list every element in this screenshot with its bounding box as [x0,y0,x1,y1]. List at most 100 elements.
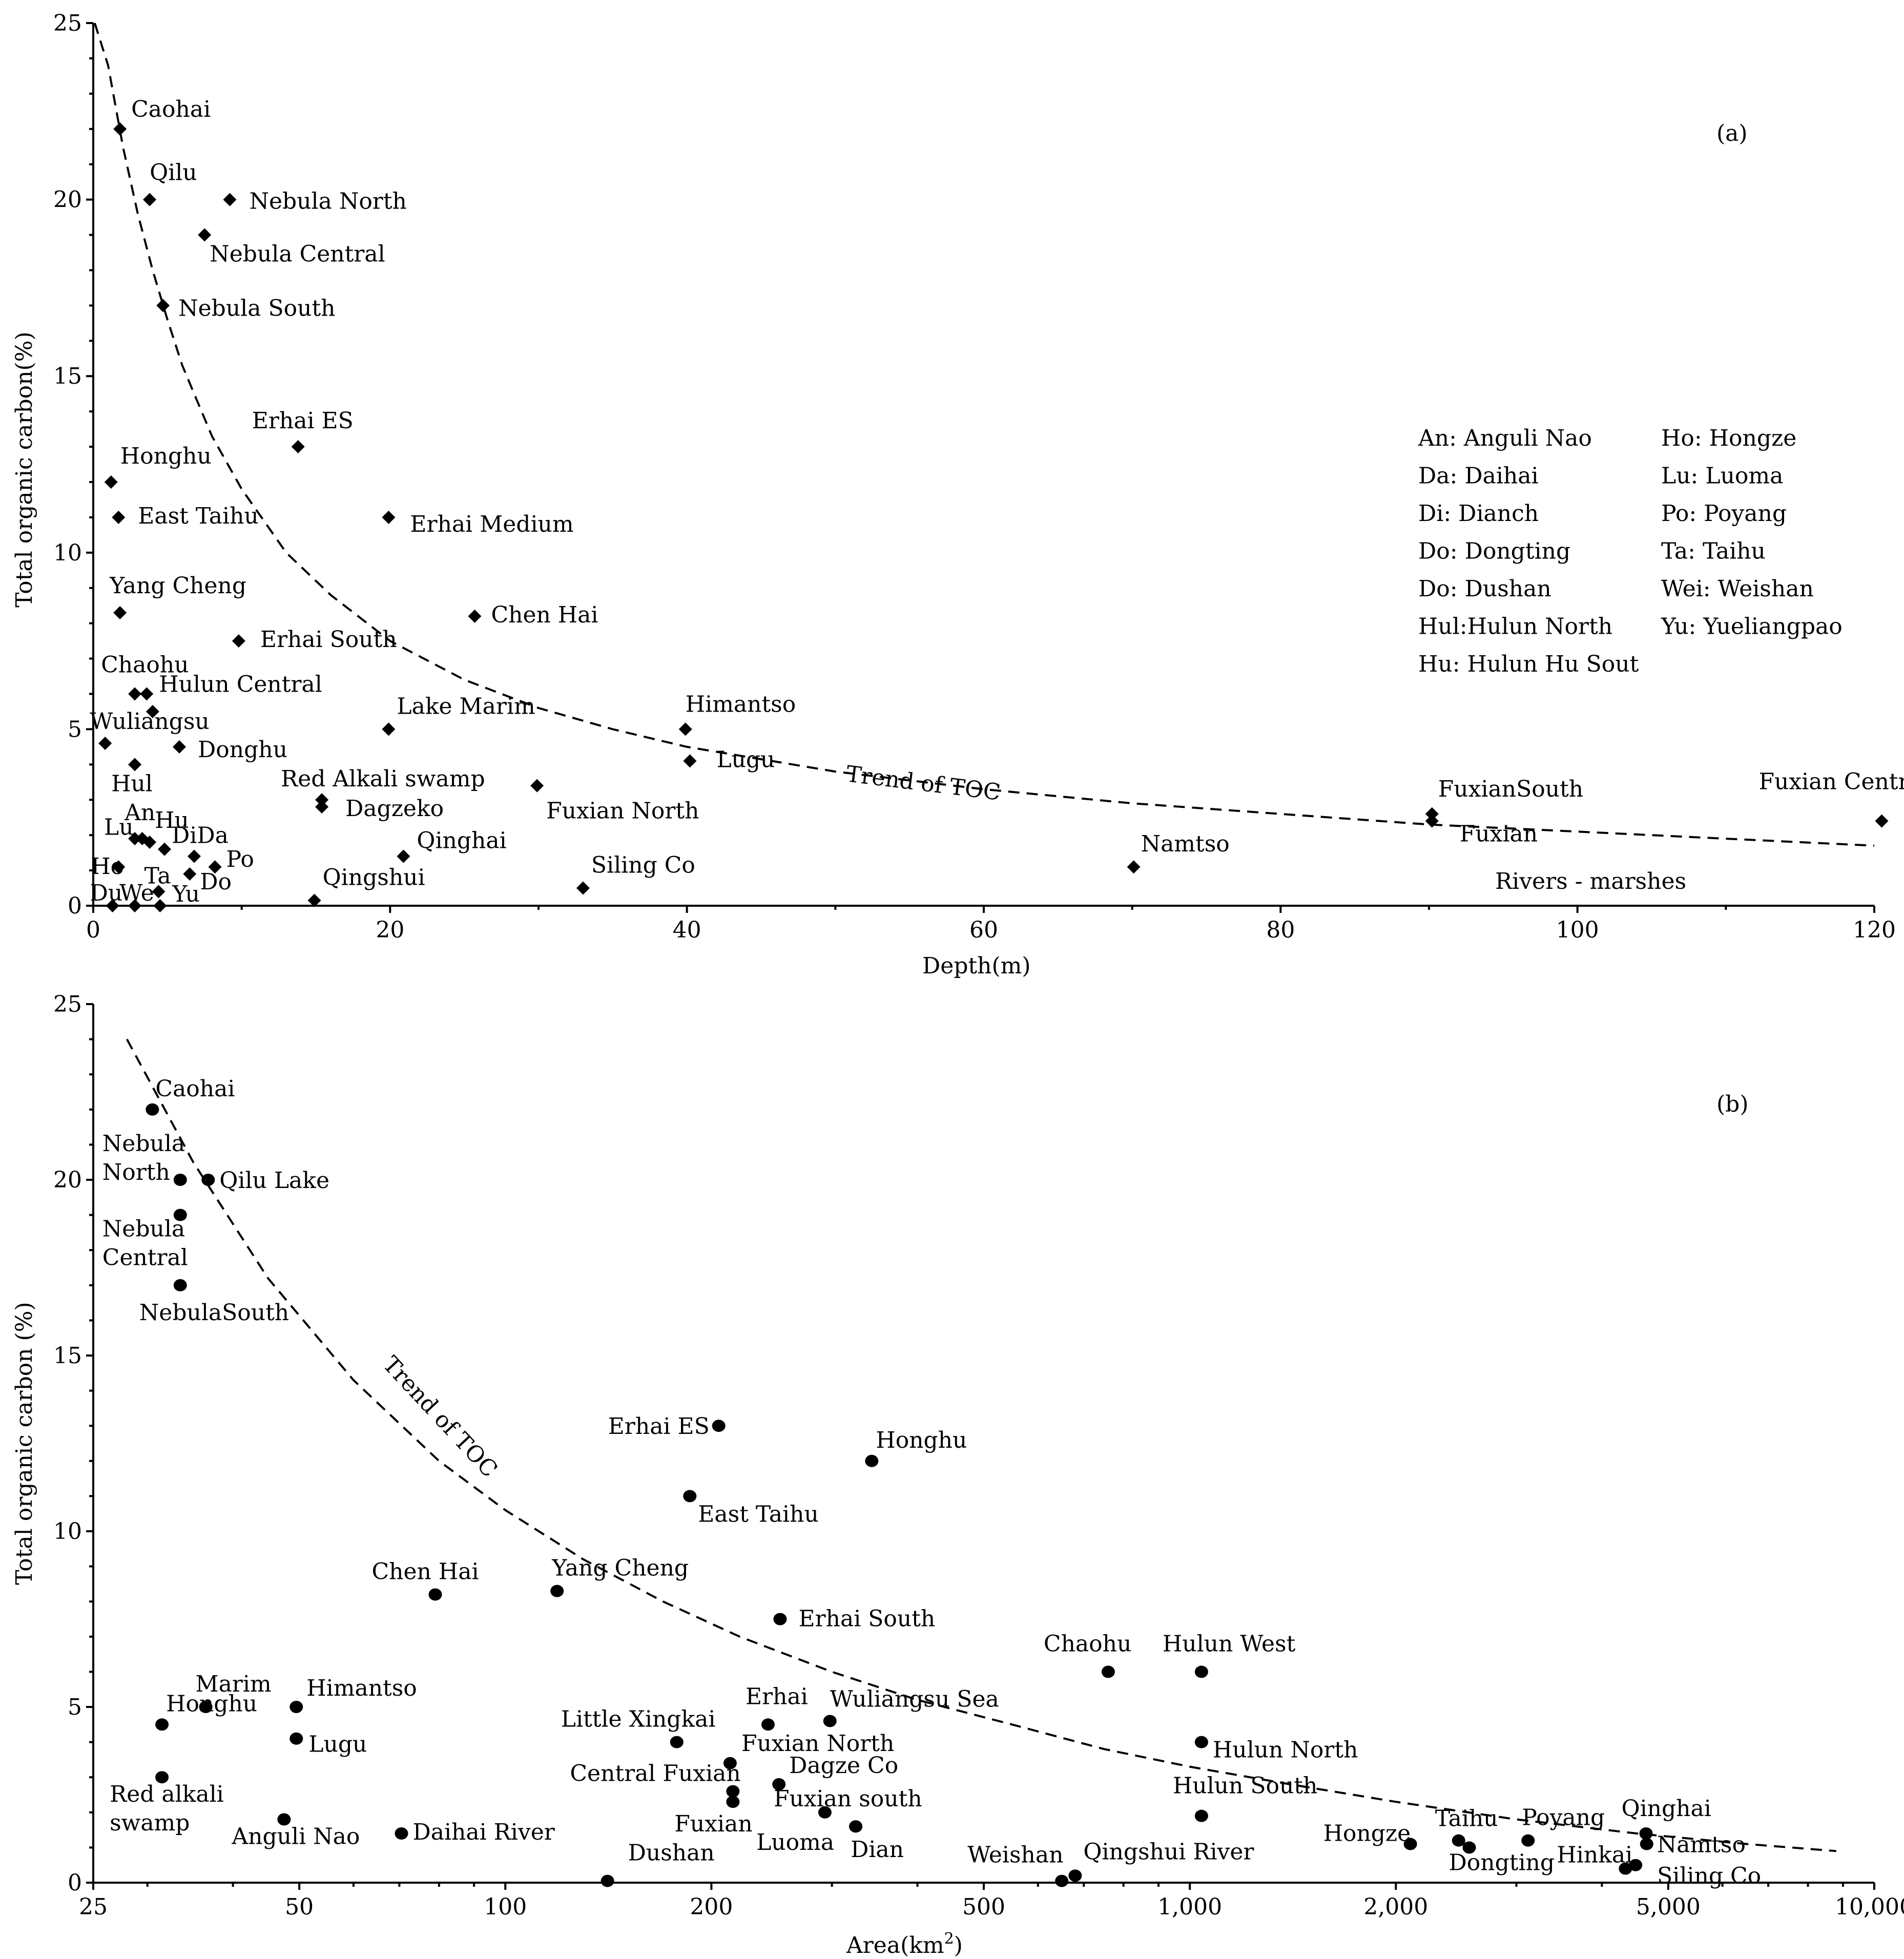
point-label: Taihu [1435,1806,1498,1832]
data-point [106,899,119,912]
point-label-line: East Taihu [698,1501,819,1527]
legend-entry: Da: Daihai [1418,463,1539,489]
point-label-line: Hu [155,807,189,833]
point-label: Qilu Lake [219,1168,329,1194]
data-point [199,1701,213,1713]
point-label-line: Dagze Co [789,1753,898,1779]
data-point [849,1820,863,1833]
data-point [1452,1834,1465,1847]
point-label-line: Luoma [756,1829,834,1856]
y-axis-title: Total organic carbon (%) [11,1302,37,1585]
point-label-line: Himantso [686,691,796,717]
point-label-line: Yang Cheng [551,1555,689,1581]
data-point [468,609,482,623]
data-point [143,193,157,206]
legend-entry: Do: Dongting [1418,538,1570,565]
data-point [152,885,165,899]
point-label: Marim [196,1671,272,1697]
point-label-line: Chaohu [1044,1631,1131,1657]
point-label: Yu [172,881,200,907]
x-tick-label: 100 [484,1894,527,1920]
y-tick-label: 10 [53,1518,82,1545]
point-label: Dian [851,1837,904,1863]
point-label-line: Hinkai [1557,1842,1632,1868]
point-label-line: Fuxian [1460,821,1538,847]
legend-entry: Hu: Hulun Hu Sout [1418,651,1639,677]
data-point [1425,814,1439,828]
point-label: Dagzeko [345,796,444,822]
data-point [382,510,396,524]
data-point [1068,1869,1082,1882]
point-label: Dagze Co [789,1753,898,1779]
data-point [726,1796,740,1808]
y-tick-label: 15 [53,1343,82,1369]
point-label-line: Dongting [1448,1849,1555,1875]
point-label-line: Ta [144,863,171,889]
point-label-line: Yang Cheng [109,573,246,599]
point-label: Honghu [876,1427,967,1453]
point-label: DiDa [172,823,229,849]
data-point [289,1732,303,1745]
y-tick-label: 5 [68,716,82,742]
data-point [1194,1736,1208,1748]
toc-trend-line [93,23,1875,847]
point-label-line: Chen Hai [491,602,598,628]
point-label: Hulun West [1163,1631,1296,1657]
point-label-line: Hul [111,770,153,797]
point-label-line: Nebula North [249,189,406,215]
point-label-line: Red Alkali swamp [281,766,485,792]
point-label: FuxianSouth [1438,776,1583,802]
y-tick-label: 10 [53,540,82,566]
y-tick-label: 5 [68,1694,82,1720]
data-point [550,1585,564,1597]
point-label-line: Erhai South [798,1606,935,1632]
point-label-line: Fuxian Central [1758,769,1904,795]
data-point [156,299,170,312]
data-point [128,758,142,772]
point-label-line: Du [90,880,123,906]
point-label: Erhai [746,1683,808,1710]
point-label-line: Namtso [1657,1832,1746,1858]
data-point [865,1454,879,1467]
point-label: Fuxian [1460,821,1538,847]
point-label: Hulun Central [159,671,322,697]
point-label-line: Wuliangsu [90,708,210,735]
point-label-line: Hulun North [1213,1737,1358,1763]
point-label-line: Dushan [628,1840,715,1866]
data-point [601,1874,614,1887]
point-label-line: FuxianSouth [1438,776,1583,802]
x-tick-label: 1,000 [1157,1894,1222,1920]
point-label-line: Qingshui [323,865,425,891]
point-label-line: Qilu [150,160,197,186]
x-tick-label: 25 [79,1894,108,1920]
data-point [1629,1859,1643,1871]
data-point [187,849,201,863]
point-label-line: Dagzeko [345,796,444,822]
x-axis-title: Depth(m) [922,953,1031,979]
toc-trend-line [126,1038,1836,1852]
point-label: Anguli Nao [231,1824,360,1850]
data-point [128,687,142,701]
data-point [382,722,396,736]
point-label: Qinghai [1622,1796,1711,1822]
point-label: Qingshui [323,865,425,891]
data-point [818,1806,832,1819]
data-point [773,1613,787,1625]
legend-entry: An: Anguli Nao [1418,425,1592,451]
data-point [146,1103,159,1116]
point-label-line: Lu [104,815,134,841]
legend-entry: Po: Poyang [1661,501,1787,527]
point-label-line: Himantso [306,1675,417,1701]
point-label: Lugu [716,746,775,773]
point-label: Red Alkali swamp [281,766,485,792]
point-label: Fuxian Central [1758,769,1904,795]
point-label-line: Nebula [102,1216,185,1242]
y-tick-label: 25 [53,10,82,36]
x-tick-label: 120 [1853,917,1896,943]
data-point [307,893,321,907]
point-label-line: Caohai [131,96,211,122]
data-point [153,899,167,912]
point-label: Qingshui River [1083,1839,1254,1865]
point-label-line: East Taihu [138,503,259,529]
point-label-line: Nebula [102,1131,185,1157]
